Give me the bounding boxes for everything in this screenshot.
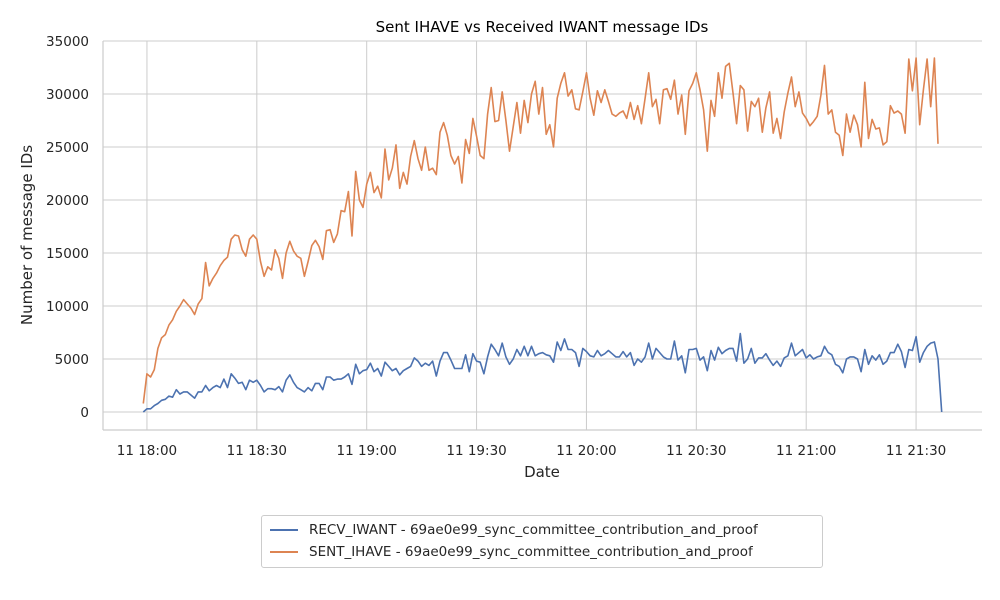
legend-swatch-recv-iwant [270, 529, 298, 531]
x-tick-label: 11 21:30 [886, 443, 946, 459]
y-axis-label: Number of message IDs [18, 145, 36, 325]
x-tick-label: 11 19:30 [446, 443, 506, 459]
tick-labels: 0 5000 10000 15000 20000 25000 30000 35000 11 18… [46, 34, 946, 459]
y-tick-label: 20000 [46, 193, 89, 209]
legend-item-sent-ihave: SENT_IHAVE - 69ae0e99_sync_committee_con… [270, 542, 753, 562]
y-tick-label: 10000 [46, 299, 89, 315]
chart-title: Sent IHAVE vs Received IWANT message IDs [376, 18, 709, 36]
legend-swatch-sent-ihave [270, 551, 298, 553]
grid [103, 40, 982, 430]
y-tick-label: 0 [80, 405, 89, 421]
x-tick-label: 11 20:30 [666, 443, 726, 459]
y-tick-label: 30000 [46, 87, 89, 103]
x-tick-label: 11 18:00 [117, 443, 177, 459]
legend: RECV_IWANT - 69ae0e99_sync_committee_con… [261, 515, 823, 568]
x-axis-label: Date [524, 463, 560, 481]
y-tick-label: 15000 [46, 246, 89, 262]
axes-spines [102, 41, 982, 431]
legend-label-sent-ihave: SENT_IHAVE - 69ae0e99_sync_committee_con… [309, 544, 753, 560]
x-tick-label: 11 19:00 [337, 443, 397, 459]
series-lines [142, 57, 943, 413]
series-line-sent-ihave [142, 57, 939, 404]
x-tick-label: 11 21:00 [776, 443, 836, 459]
y-tick-label: 25000 [46, 140, 89, 156]
y-tick-label: 35000 [46, 34, 89, 50]
x-tick-label: 11 18:30 [227, 443, 287, 459]
legend-item-recv-iwant: RECV_IWANT - 69ae0e99_sync_committee_con… [270, 520, 758, 540]
legend-label-recv-iwant: RECV_IWANT - 69ae0e99_sync_committee_con… [309, 522, 758, 538]
y-tick-label: 5000 [55, 352, 89, 368]
series-line-recv-iwant [142, 332, 943, 413]
x-tick-label: 11 20:00 [556, 443, 616, 459]
